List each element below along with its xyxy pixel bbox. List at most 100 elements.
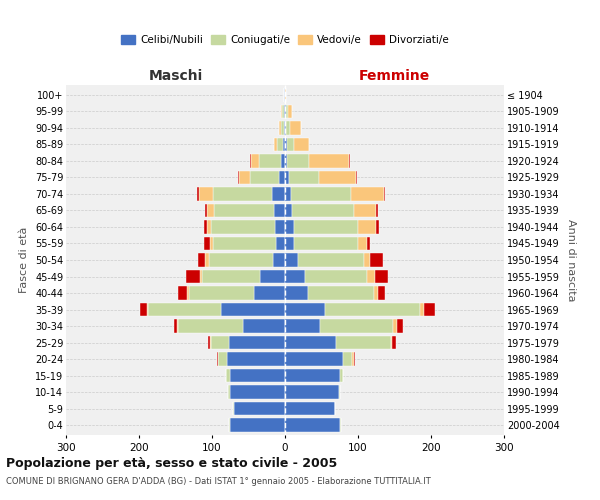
Bar bbox=[272, 187, 285, 200]
Bar bbox=[285, 286, 308, 300]
Bar bbox=[285, 121, 286, 134]
Bar bbox=[274, 204, 285, 217]
Bar bbox=[286, 104, 288, 118]
Bar bbox=[208, 336, 210, 349]
Bar bbox=[320, 320, 393, 333]
Text: COMUNE DI BRIGNANO GERA D'ADDA (BG) - Dati ISTAT 1° gennaio 2005 - Elaborazione : COMUNE DI BRIGNANO GERA D'ADDA (BG) - Da… bbox=[6, 478, 431, 486]
Bar bbox=[285, 154, 287, 168]
Bar bbox=[204, 220, 207, 234]
Bar bbox=[355, 204, 376, 217]
Bar bbox=[343, 352, 352, 366]
Bar bbox=[242, 320, 285, 333]
Bar bbox=[230, 418, 285, 432]
Bar bbox=[292, 204, 355, 217]
Legend: Celibi/Nubili, Coniugati/e, Vedovi/e, Divorziati/e: Celibi/Nubili, Coniugati/e, Vedovi/e, Di… bbox=[117, 30, 453, 49]
Bar bbox=[285, 236, 294, 250]
Bar bbox=[319, 170, 356, 184]
Bar bbox=[214, 236, 275, 250]
Bar bbox=[251, 154, 259, 168]
Bar bbox=[353, 352, 355, 366]
Bar bbox=[376, 204, 378, 217]
Bar bbox=[207, 204, 214, 217]
Bar bbox=[207, 220, 211, 234]
Bar bbox=[285, 88, 286, 102]
Y-axis label: Anni di nascita: Anni di nascita bbox=[566, 218, 577, 301]
Bar bbox=[199, 187, 214, 200]
Bar bbox=[254, 286, 285, 300]
Bar bbox=[250, 154, 251, 168]
Bar bbox=[391, 336, 392, 349]
Bar bbox=[227, 352, 285, 366]
Bar bbox=[205, 204, 207, 217]
Bar bbox=[233, 402, 234, 415]
Bar bbox=[340, 369, 343, 382]
Bar bbox=[250, 170, 279, 184]
Bar bbox=[289, 170, 319, 184]
Bar bbox=[308, 286, 374, 300]
Bar bbox=[284, 88, 285, 102]
Bar bbox=[285, 270, 305, 283]
Bar bbox=[295, 138, 309, 151]
Bar bbox=[221, 303, 285, 316]
Bar bbox=[274, 253, 285, 267]
Bar bbox=[234, 402, 285, 415]
Bar bbox=[285, 402, 335, 415]
Bar bbox=[309, 154, 349, 168]
Bar bbox=[186, 270, 200, 283]
Bar bbox=[350, 187, 383, 200]
Bar bbox=[228, 386, 230, 399]
Bar bbox=[218, 352, 227, 366]
Bar bbox=[174, 320, 177, 333]
Bar bbox=[393, 320, 397, 333]
Bar bbox=[279, 170, 285, 184]
Bar bbox=[339, 386, 340, 399]
Bar bbox=[281, 154, 285, 168]
Bar bbox=[285, 352, 343, 366]
Bar bbox=[285, 336, 336, 349]
Bar bbox=[210, 236, 214, 250]
Bar bbox=[198, 253, 205, 267]
Bar bbox=[367, 236, 370, 250]
Bar bbox=[352, 352, 353, 366]
Bar bbox=[274, 138, 277, 151]
Bar bbox=[140, 303, 147, 316]
Bar bbox=[420, 303, 424, 316]
Bar bbox=[376, 220, 379, 234]
Bar bbox=[214, 204, 274, 217]
Bar bbox=[204, 236, 210, 250]
Bar bbox=[275, 220, 285, 234]
Bar bbox=[294, 220, 358, 234]
Text: Femmine: Femmine bbox=[359, 70, 430, 84]
Bar bbox=[226, 369, 230, 382]
Bar bbox=[358, 220, 376, 234]
Bar bbox=[205, 253, 209, 267]
Bar bbox=[364, 253, 370, 267]
Bar bbox=[210, 336, 211, 349]
Bar bbox=[281, 104, 282, 118]
Bar bbox=[285, 303, 325, 316]
Bar bbox=[284, 104, 285, 118]
Bar bbox=[284, 121, 285, 134]
Bar bbox=[148, 303, 221, 316]
Bar bbox=[285, 253, 298, 267]
Bar bbox=[260, 270, 285, 283]
Bar bbox=[281, 121, 284, 134]
Bar bbox=[285, 138, 287, 151]
Bar bbox=[239, 170, 250, 184]
Bar bbox=[370, 253, 383, 267]
Bar bbox=[286, 121, 290, 134]
Bar bbox=[285, 204, 292, 217]
Bar bbox=[197, 187, 199, 200]
Bar bbox=[305, 270, 367, 283]
Bar bbox=[178, 286, 187, 300]
Text: Popolazione per età, sesso e stato civile - 2005: Popolazione per età, sesso e stato civil… bbox=[6, 458, 337, 470]
Bar bbox=[378, 286, 385, 300]
Bar bbox=[275, 236, 285, 250]
Bar bbox=[397, 320, 403, 333]
Bar bbox=[277, 138, 283, 151]
Bar bbox=[200, 270, 202, 283]
Bar bbox=[214, 187, 272, 200]
Bar bbox=[188, 286, 254, 300]
Bar bbox=[285, 104, 286, 118]
Bar bbox=[178, 320, 242, 333]
